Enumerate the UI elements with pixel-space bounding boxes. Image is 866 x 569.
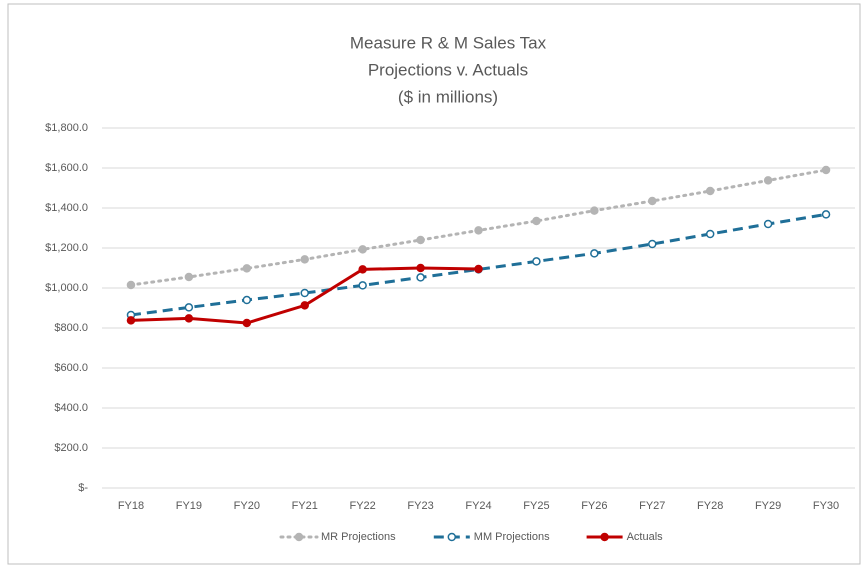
legend-marker	[447, 532, 457, 542]
data-point	[242, 295, 252, 305]
x-tick-label: FY20	[234, 500, 260, 512]
y-tick-label: $600.0	[54, 362, 88, 374]
data-point	[474, 226, 483, 235]
y-tick-label: $1,600.0	[45, 162, 88, 174]
chart-title: Measure R & M Sales Tax	[350, 33, 547, 52]
data-point	[416, 273, 425, 282]
legend-label: MR Projections	[321, 531, 396, 543]
data-point	[416, 235, 425, 245]
data-point	[763, 219, 773, 229]
data-point	[590, 249, 599, 258]
legend-marker	[600, 532, 609, 542]
x-tick-label: FY24	[465, 500, 491, 512]
x-tick-label: FY23	[407, 500, 433, 512]
data-point	[300, 255, 309, 264]
data-point	[300, 288, 309, 298]
data-point	[184, 314, 194, 323]
legend-label: Actuals	[627, 531, 664, 543]
x-tick-label: FY29	[755, 500, 781, 512]
data-point	[705, 186, 715, 196]
data-point	[474, 264, 483, 274]
data-point	[358, 281, 367, 290]
data-point	[821, 165, 831, 175]
chart-frame	[7, 3, 861, 565]
x-tick-label: FY28	[697, 500, 723, 512]
y-tick-label: $-	[78, 482, 88, 494]
data-point	[358, 245, 367, 254]
chart-title: Projections v. Actuals	[368, 60, 528, 79]
data-point	[184, 272, 194, 282]
x-tick-label: FY21	[292, 500, 318, 512]
legend-marker	[294, 532, 304, 542]
y-tick-label: $200.0	[54, 442, 88, 454]
x-tick-label: FY25	[523, 500, 549, 512]
data-point	[705, 229, 715, 239]
y-tick-label: $1,000.0	[45, 282, 88, 294]
data-point	[590, 206, 599, 215]
data-point	[300, 301, 309, 310]
data-point	[126, 316, 136, 325]
y-tick-label: $1,800.0	[45, 122, 88, 134]
x-tick-label: FY19	[176, 500, 202, 512]
x-tick-label: FY26	[581, 500, 607, 512]
y-tick-label: $800.0	[54, 322, 88, 334]
y-tick-label: $400.0	[54, 402, 88, 414]
legend-label: MM Projections	[474, 531, 550, 543]
data-point	[532, 257, 541, 266]
data-point	[763, 176, 773, 185]
x-tick-label: FY18	[118, 500, 144, 512]
x-tick-label: FY22	[350, 500, 376, 512]
data-point	[532, 216, 541, 226]
y-tick-label: $1,200.0	[45, 242, 88, 254]
x-tick-label: FY30	[813, 500, 839, 512]
data-point	[416, 263, 425, 273]
data-point	[242, 264, 252, 273]
data-point	[184, 303, 194, 312]
x-tick-label: FY27	[639, 500, 665, 512]
data-point	[648, 239, 657, 249]
data-point	[821, 210, 831, 219]
chart-title: ($ in millions)	[398, 87, 498, 106]
data-point	[126, 280, 136, 290]
data-point	[242, 318, 252, 328]
data-point	[358, 265, 367, 274]
y-tick-label: $1,400.0	[45, 202, 88, 214]
data-point	[648, 196, 657, 206]
